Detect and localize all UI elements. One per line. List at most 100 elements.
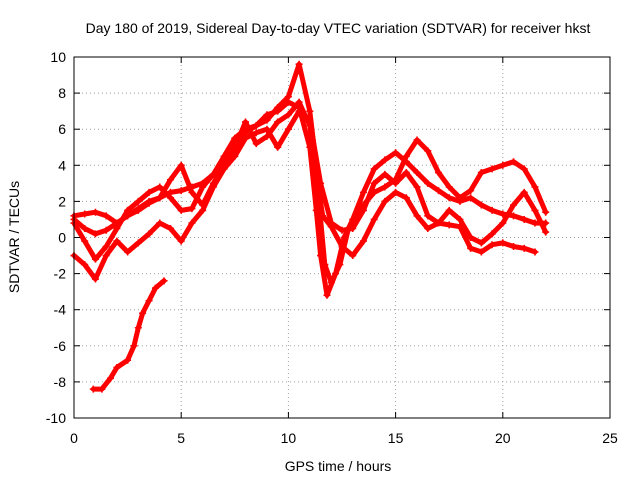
- data-point: [81, 210, 89, 218]
- data-point: [134, 324, 142, 332]
- data-point: [499, 210, 507, 218]
- data-point: [499, 161, 507, 169]
- data-point: [424, 224, 432, 232]
- data-point: [424, 179, 432, 187]
- data-point: [156, 183, 164, 191]
- axes-ticks: 0 5 10 15 20 25 -10 -8 -6 -4 -2 0 2 4 6 8 10: [46, 49, 618, 446]
- data-point: [402, 194, 410, 202]
- data-point: [295, 60, 303, 68]
- data-point: [98, 385, 106, 393]
- data-point: [124, 356, 132, 364]
- y-tick-label: 0: [58, 230, 66, 246]
- data-point: [327, 219, 335, 227]
- data-point: [445, 183, 453, 191]
- data-point: [199, 183, 207, 191]
- data-point: [370, 179, 378, 187]
- y-axis-label: SDTVAR / TECUs: [6, 181, 22, 293]
- data-point: [306, 107, 314, 115]
- data-point: [402, 152, 410, 160]
- data-point: [306, 116, 314, 124]
- data-point: [381, 156, 389, 164]
- data-point: [263, 125, 271, 133]
- data-point: [91, 208, 99, 216]
- data-series: [70, 60, 550, 393]
- data-point: [488, 241, 496, 249]
- data-point: [456, 194, 464, 202]
- data-point: [319, 212, 327, 220]
- data-point: [531, 206, 539, 214]
- data-point: [434, 219, 442, 227]
- data-point: [166, 194, 174, 202]
- y-tick-label: 8: [58, 85, 66, 101]
- data-point: [177, 187, 185, 195]
- data-point: [370, 165, 378, 173]
- x-tick-label: 20: [495, 430, 511, 446]
- data-point: [531, 183, 539, 191]
- data-point: [467, 234, 475, 241]
- data-point: [359, 237, 367, 245]
- data-point: [381, 183, 389, 191]
- data-point: [284, 111, 292, 119]
- data-point: [520, 188, 528, 196]
- data-point: [542, 228, 550, 236]
- data-point: [510, 243, 518, 251]
- data-point: [520, 215, 528, 223]
- x-tick-label: 10: [281, 430, 297, 446]
- data-point: [445, 206, 453, 214]
- data-point: [124, 206, 132, 214]
- data-point: [336, 261, 344, 269]
- data-point: [467, 187, 475, 195]
- data-point: [359, 206, 367, 214]
- data-point: [499, 239, 507, 247]
- data-point: [327, 279, 335, 287]
- data-point: [113, 363, 121, 371]
- data-point: [531, 248, 539, 256]
- data-point: [156, 194, 164, 202]
- data-point: [392, 149, 400, 157]
- data-point: [323, 291, 331, 299]
- data-point: [145, 188, 153, 196]
- data-point: [106, 374, 114, 382]
- y-tick-label: -10: [46, 410, 66, 426]
- data-point: [91, 230, 99, 238]
- data-point: [424, 212, 432, 220]
- data-point: [209, 170, 217, 178]
- data-point: [199, 206, 207, 214]
- data-point: [413, 169, 421, 177]
- data-point: [252, 122, 260, 130]
- data-point: [274, 118, 282, 126]
- data-point: [156, 219, 164, 227]
- data-point: [467, 244, 475, 252]
- data-point: [188, 205, 196, 213]
- data-point: [381, 170, 389, 178]
- data-point: [209, 183, 217, 191]
- data-point: [231, 143, 239, 151]
- data-point: [424, 147, 432, 155]
- data-point: [102, 226, 110, 234]
- data-point: [81, 261, 89, 269]
- y-tick-label: 4: [58, 157, 66, 173]
- x-axis-label: GPS time / hours: [285, 458, 392, 474]
- data-point: [413, 212, 421, 220]
- x-tick-label: 25: [602, 430, 618, 446]
- data-point: [151, 284, 159, 292]
- data-point: [477, 201, 485, 209]
- data-point: [413, 136, 421, 144]
- y-tick-label: 6: [58, 121, 66, 137]
- data-point: [188, 219, 196, 227]
- data-point: [113, 224, 121, 232]
- data-point: [338, 243, 346, 251]
- data-point: [510, 201, 518, 209]
- data-point: [124, 248, 132, 256]
- y-tick-label: -4: [54, 302, 67, 318]
- data-point: [510, 212, 518, 220]
- data-point: [252, 140, 260, 148]
- data-point: [392, 188, 400, 196]
- data-point: [284, 125, 292, 133]
- y-tick-label: 2: [58, 193, 66, 209]
- data-point: [91, 275, 99, 283]
- data-point: [445, 194, 453, 202]
- data-point: [456, 215, 464, 223]
- data-point: [274, 143, 282, 151]
